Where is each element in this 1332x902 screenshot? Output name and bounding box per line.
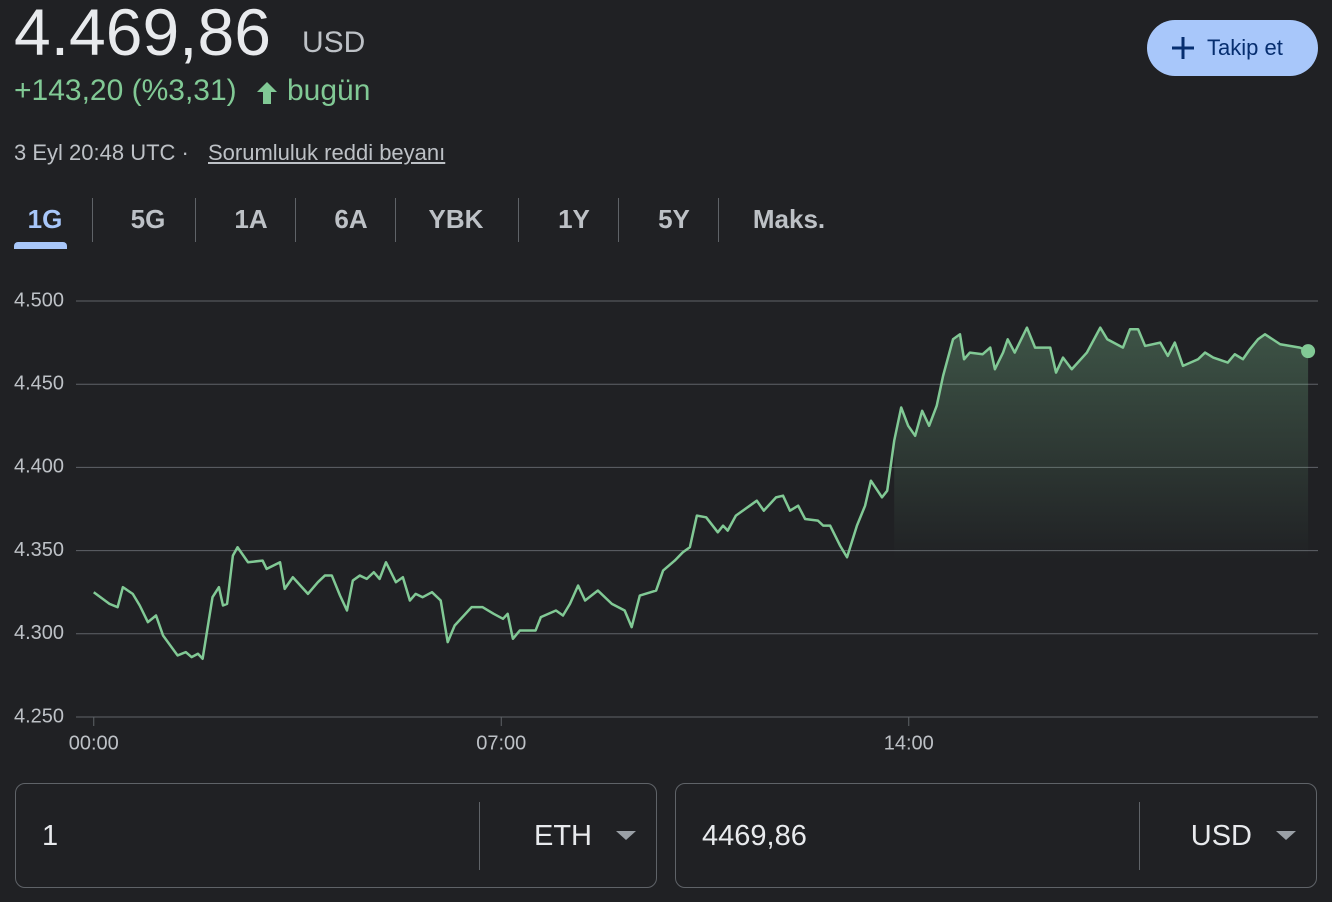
timestamp: 3 Eyl 20:48 UTC · [14, 140, 189, 166]
from-field[interactable]: 1 ETH [15, 783, 657, 888]
x-tick-label: 07:00 [476, 732, 526, 754]
y-tick-label: 4.250 [14, 705, 64, 727]
currency: USD [302, 26, 366, 59]
tab-separator [718, 198, 719, 242]
from-unit[interactable]: ETH [534, 820, 592, 852]
y-tick-label: 4.450 [14, 372, 64, 394]
follow-button[interactable]: Takip et [1147, 20, 1318, 76]
price-change: +143,20 (%3,31) [14, 74, 237, 107]
tab-separator [92, 198, 93, 242]
y-tick-label: 4.350 [14, 539, 64, 561]
timestamp-text: 3 Eyl 20:48 UTC [14, 140, 176, 165]
range-tab[interactable]: 1A [234, 204, 268, 234]
range-tab[interactable]: 5G [130, 204, 166, 234]
y-tick-label: 4.300 [14, 622, 64, 644]
tab-separator [295, 198, 296, 242]
x-tick-label: 14:00 [884, 732, 934, 754]
tab-separator [518, 198, 519, 242]
area [894, 327, 1309, 560]
range-tab[interactable]: 6A [334, 204, 368, 234]
price: 4.469,86 [14, 0, 271, 69]
follow-button-label: Takip et [1207, 35, 1283, 60]
range-tab[interactable]: YBK [428, 204, 484, 234]
active-tab-indicator [14, 242, 67, 249]
tab-separator [618, 198, 619, 242]
to-amount[interactable]: 4469,86 [702, 820, 807, 852]
dropdown-icon [616, 831, 636, 840]
from-amount[interactable]: 1 [42, 820, 59, 852]
divider [1139, 802, 1140, 870]
range-tab[interactable]: Maks. [752, 204, 826, 234]
plus-icon [1172, 37, 1194, 59]
disclaimer-link[interactable]: Sorumluluk reddi beyanı [208, 140, 446, 165]
separator: · [181, 140, 189, 165]
tab-separator [195, 198, 196, 242]
to-field[interactable]: 4469,86 USD [675, 783, 1317, 888]
y-tick-label: 4.400 [14, 456, 64, 478]
chart: 4.250 4.300 4.350 4.400 4.450 4.500 00:00 07:00… [14, 289, 1318, 754]
change-period: bugün [287, 74, 371, 107]
price-line [93, 326, 1309, 661]
tab-separator [395, 198, 396, 242]
range-tab[interactable]: 5Y [658, 204, 690, 234]
to-unit[interactable]: USD [1190, 820, 1252, 852]
x-tick-label: 00:00 [69, 732, 119, 754]
divider [479, 802, 480, 870]
range-tab[interactable]: 1Y [558, 204, 590, 234]
last-point [1301, 344, 1316, 359]
up-arrow-icon [257, 82, 277, 104]
dropdown-icon [1276, 831, 1296, 840]
y-tick-label: 4.500 [14, 289, 64, 311]
range-tab[interactable]: 1G [27, 204, 63, 234]
